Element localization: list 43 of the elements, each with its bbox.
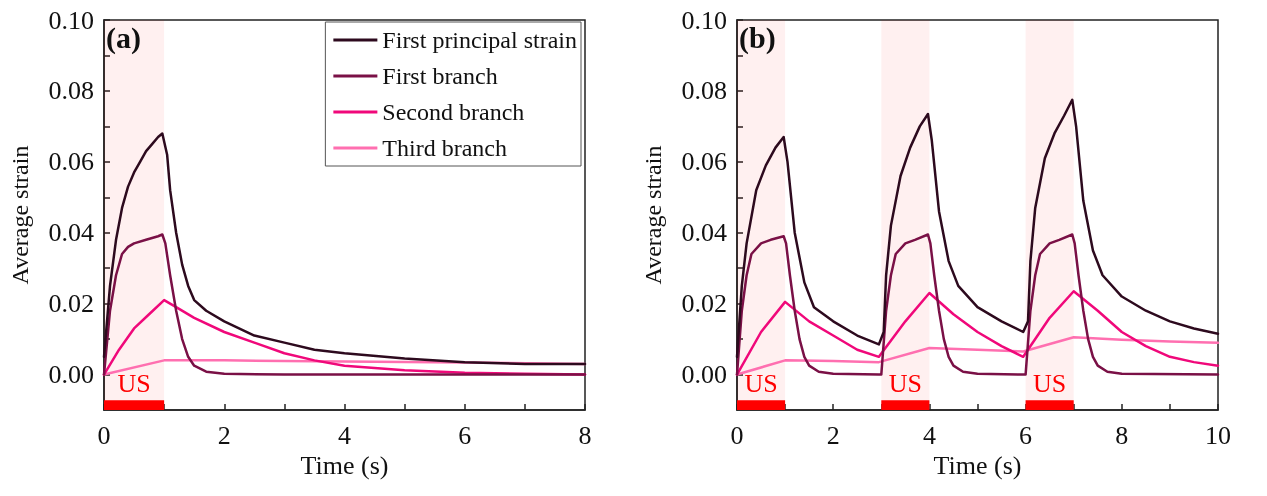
x-tick-label: 2	[217, 420, 231, 450]
x-tick-label: 6	[1019, 420, 1033, 450]
y-tick-label: 0.06	[48, 147, 94, 177]
y-tick-label: 0.04	[48, 218, 94, 248]
x-tick-label: 8	[1115, 420, 1129, 450]
x-tick-label: 2	[826, 420, 840, 450]
line-series	[735, 233, 1220, 376]
x-tick-label: 4	[338, 420, 351, 450]
y-tick-label: 0.02	[48, 289, 94, 319]
line-series	[735, 98, 1220, 359]
band-label: US	[117, 368, 151, 398]
line-series	[735, 336, 1220, 376]
y-tick-label: 0.08	[48, 76, 94, 106]
y-tick-label: 0.00	[48, 360, 94, 390]
band-label: US	[888, 368, 922, 398]
x-tick-label: 0	[97, 420, 111, 450]
line-series	[102, 233, 587, 376]
legend-label: Second branch	[382, 99, 525, 125]
x-tick-label: 10	[1205, 420, 1231, 450]
y-tick-label: 0.10	[48, 5, 94, 35]
line-series	[102, 132, 587, 366]
annotation: (b)	[739, 20, 776, 55]
legend-label: First branch	[382, 63, 498, 89]
y-tick-label: 0.04	[681, 218, 727, 248]
band-label: US	[1033, 368, 1067, 398]
x-axis-title: Time (s)	[933, 451, 1022, 481]
x-tick-label: 4	[922, 420, 936, 450]
y-axis-title: Average strain	[640, 145, 666, 285]
band-label: US	[744, 368, 778, 398]
y-tick-label: 0.02	[681, 289, 727, 319]
y-tick-label: 0.00	[681, 360, 727, 390]
y-tick-label: 0.08	[681, 76, 727, 106]
x-tick-label: 6	[458, 420, 472, 450]
y-tick-label: 0.10	[681, 5, 727, 35]
line-series	[735, 289, 1220, 376]
x-tick-label: 0	[730, 420, 744, 450]
x-tick-label: 8	[578, 420, 592, 450]
y-axis-title: Average strain	[7, 145, 33, 285]
y-tick-label: 0.06	[681, 147, 727, 177]
x-axis-title: Time (s)	[300, 451, 389, 481]
legend-label: Third branch	[382, 135, 507, 161]
annotation: (a)	[106, 20, 141, 55]
legend-label: First principal strain	[382, 27, 577, 53]
